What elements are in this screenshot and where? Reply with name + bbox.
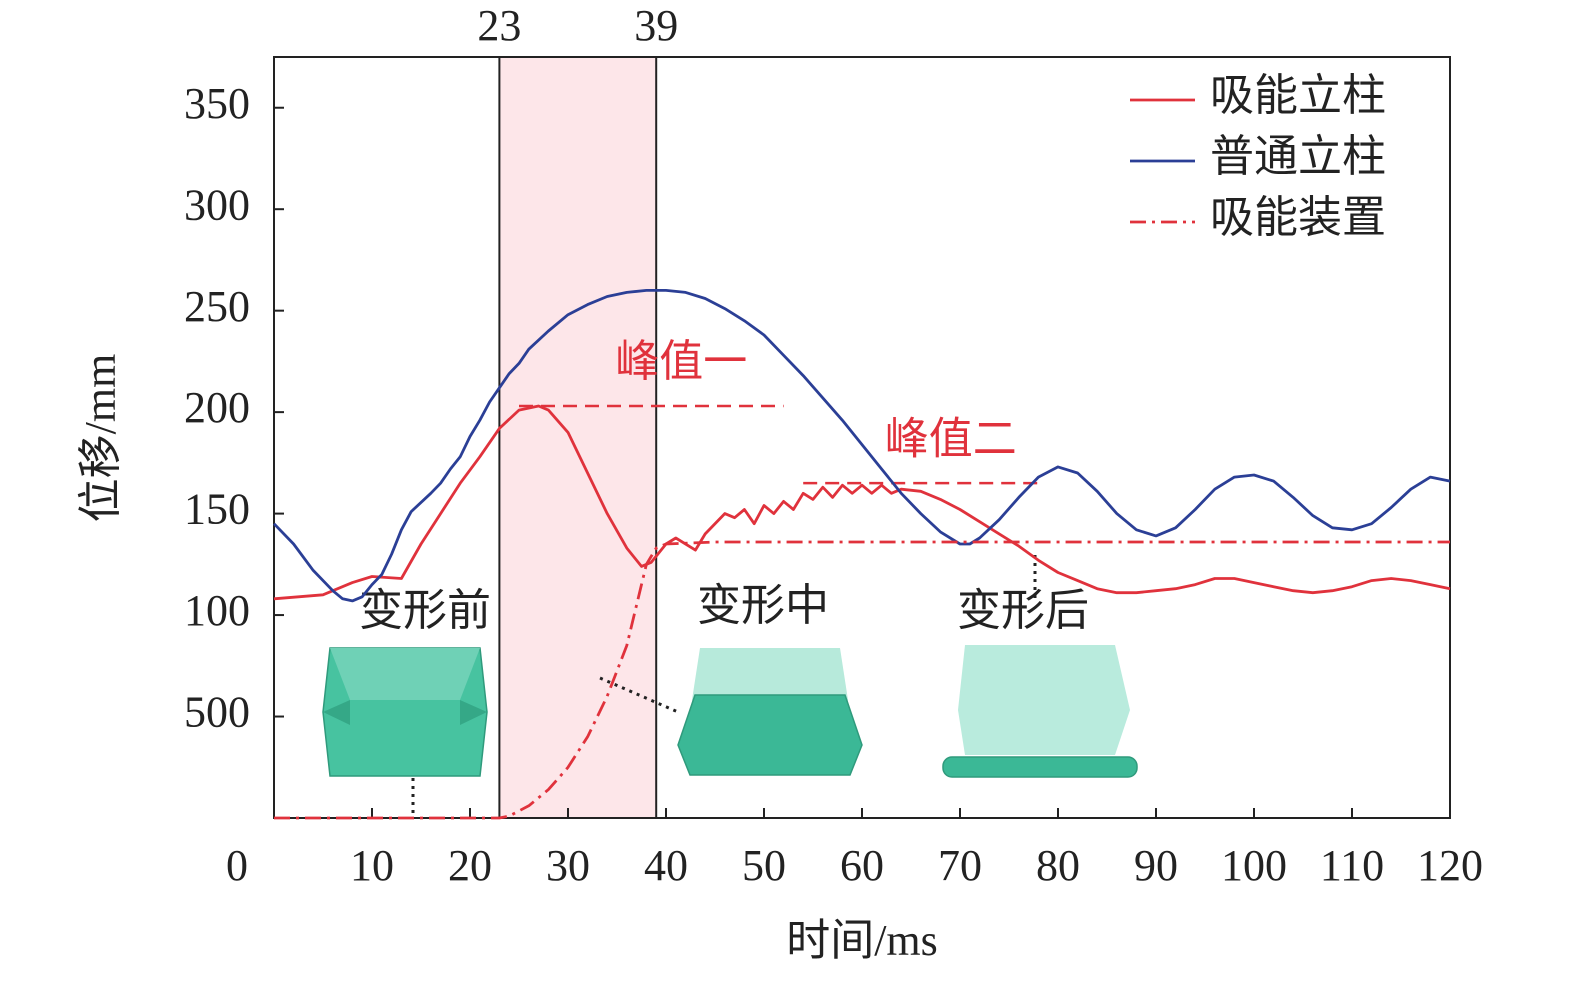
x-tick-label: 60 xyxy=(840,841,884,890)
y-tick-label: 100 xyxy=(184,586,250,635)
x-tick-label: 0 xyxy=(226,841,248,890)
y-axis-label: 位移/mm xyxy=(76,354,125,523)
series-line xyxy=(274,540,1450,820)
x-tick-label: 50 xyxy=(742,841,786,890)
y-tick-label: 250 xyxy=(184,282,250,331)
y-tick-label: 350 xyxy=(184,79,250,128)
x-tick-label: 120 xyxy=(1417,841,1483,890)
legend-label: 吸能立柱 xyxy=(1210,71,1386,120)
series-line xyxy=(273,404,1451,601)
inset-label: 变形中 xyxy=(697,581,829,630)
y-tick-label: 150 xyxy=(184,485,250,534)
inset-after xyxy=(942,555,1138,778)
peak-label: 峰值二 xyxy=(885,414,1017,463)
x-axis-label: 时间/ms xyxy=(786,916,938,965)
y-tick-label: 200 xyxy=(184,383,250,432)
y-tick-label: 300 xyxy=(184,180,250,229)
x-tick-label: 40 xyxy=(644,841,688,890)
x-tick-label: 90 xyxy=(1134,841,1178,890)
highlight-band xyxy=(499,57,657,818)
legend-label: 吸能装置 xyxy=(1210,193,1386,242)
x-tick-label: 10 xyxy=(350,841,394,890)
background-layer xyxy=(499,57,657,818)
inset-middle xyxy=(599,648,863,776)
series-line xyxy=(272,289,1451,603)
y-tick-label: 500 xyxy=(184,688,250,737)
inset-label: 变形后 xyxy=(957,586,1089,635)
reference-label: 39 xyxy=(634,1,678,50)
x-tick-label: 30 xyxy=(546,841,590,890)
x-tick-label: 110 xyxy=(1320,841,1384,890)
x-tick-label: 70 xyxy=(938,841,982,890)
peak-label: 峰值一 xyxy=(615,337,747,386)
x-tick-label: 100 xyxy=(1221,841,1287,890)
x-tick-label: 80 xyxy=(1036,841,1080,890)
inset-before xyxy=(322,647,488,818)
legend-label: 普通立柱 xyxy=(1210,132,1386,181)
inset-label: 变形前 xyxy=(359,586,491,635)
x-tick-label: 20 xyxy=(448,841,492,890)
reference-label: 23 xyxy=(477,1,521,50)
